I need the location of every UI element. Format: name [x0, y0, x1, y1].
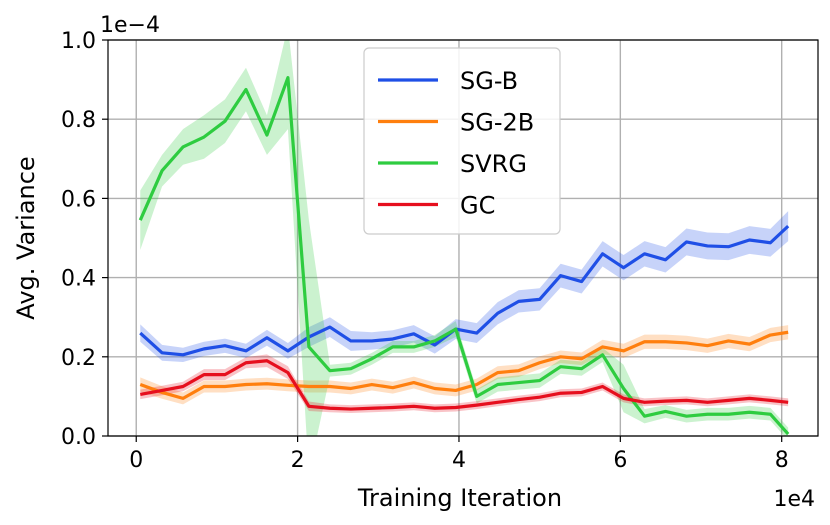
- x-offset-label: 1e4: [773, 487, 815, 512]
- x-tick-label: 4: [452, 448, 466, 473]
- y-tick-label: 0.0: [61, 425, 96, 450]
- legend: SG-B SG-2B SVRG GC: [363, 47, 561, 235]
- x-tick-label: 2: [291, 448, 305, 473]
- x-tick-label: 0: [129, 448, 143, 473]
- y-tick-label: 0.8: [61, 108, 96, 133]
- plot-frame: [107, 39, 819, 437]
- x-tick-label: 8: [775, 448, 789, 473]
- x-axis-label: Training Iteration: [357, 484, 562, 512]
- x-tick-label: 6: [613, 448, 627, 473]
- line-gc: [139, 359, 789, 411]
- y-tick-label: 0.2: [61, 346, 96, 371]
- legend-label-sg-b: SG-B: [460, 67, 518, 95]
- y-axis-label: Avg. Variance: [12, 156, 40, 319]
- y-tick-label: 0.6: [61, 187, 96, 212]
- y-offset-label: 1e−4: [100, 13, 160, 38]
- y-tick-label: 0.4: [61, 267, 96, 292]
- series-lines: [138, 76, 790, 436]
- legend-label-svrg: SVRG: [460, 150, 527, 178]
- line-svrg: [138, 76, 790, 436]
- legend-label-gc: GC: [460, 192, 495, 220]
- y-tick-label: 1.0: [61, 29, 96, 54]
- band-svrg: [140, 40, 789, 436]
- band-sg-2b: [140, 325, 789, 405]
- legend-label-sg-2b: SG-2B: [460, 109, 534, 137]
- legend-box: [363, 47, 561, 235]
- line-sg-b: [139, 224, 790, 357]
- line-sg-2b: [139, 330, 789, 400]
- axis-ticks: 0 2 4 6 8 0.0 0.2 0.4 0.6 0.8 1.0: [61, 29, 789, 473]
